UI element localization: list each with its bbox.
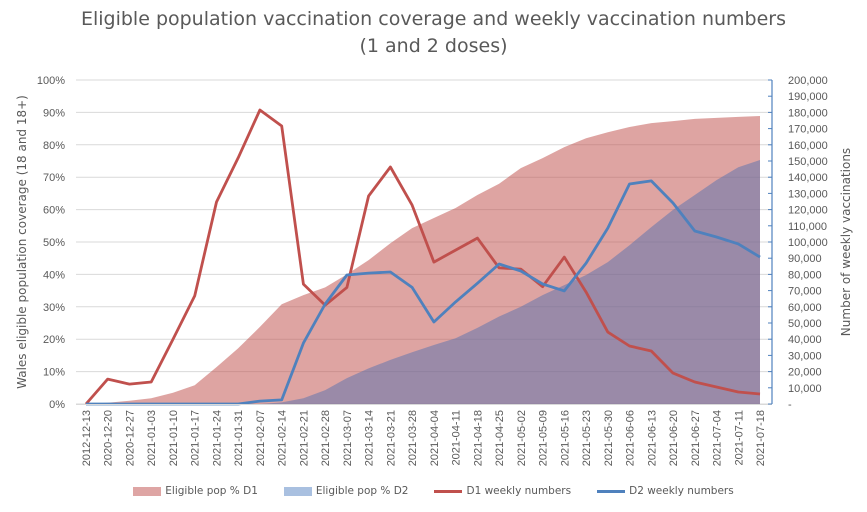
y-left-tick-label: 20% [43, 334, 65, 346]
y-left-tick-label: 100% [37, 75, 65, 87]
legend-label: Eligible pop % D1 [165, 485, 258, 497]
y-right-tick-label: 160,000 [788, 140, 828, 152]
legend-swatch-d2-area [283, 486, 312, 496]
legend-label: Eligible pop % D2 [315, 485, 409, 497]
legend-item-d1-area: Eligible pop % D1 [133, 485, 258, 497]
line-d1-weekly-numbers [84, 108, 761, 405]
y-right-tick-label: 130,000 [788, 188, 828, 200]
x-tick-label: 2021-04-18 [472, 410, 484, 466]
x-tick-label: 2021-06-20 [668, 410, 680, 466]
x-tick-label: 2021-05-16 [559, 410, 571, 466]
y-right-tick-label: 110,000 [788, 221, 827, 233]
x-tick-label: 2021-02-14 [277, 410, 289, 466]
y-left-tick-label: 90% [43, 107, 65, 119]
x-tick-label: 2021-02-21 [298, 410, 310, 466]
x-tick-label: 2021-05-30 [603, 410, 615, 466]
x-tick-label: 2021-07-18 [755, 410, 767, 466]
legend-swatch-d1-line [434, 489, 463, 493]
y-right-tick-label: 120,000 [788, 205, 828, 217]
x-tick-label: 2021-02-07 [255, 410, 267, 466]
y-right-tick-label: 30,000 [788, 350, 822, 362]
y-right-tick-label: 150,000 [788, 156, 828, 168]
y-right-tick-label: 80,000 [788, 269, 822, 281]
y-right-tick-label: 170,000 [788, 124, 828, 136]
x-tick-label: 2021-05-23 [581, 410, 593, 466]
left-axis-ticks: 0% 10% 20% 30% 40% 50% 60% 70% 80% 90% 100% [37, 75, 65, 411]
y-axis-right-title: Number of weekly vaccinations [839, 148, 853, 336]
area-eligible-pop-d1 [86, 116, 760, 404]
legend-item-d1-line: D1 weekly numbers [434, 485, 571, 497]
x-tick-label: 2021-01-24 [212, 410, 224, 466]
legend-item-d2-line: D2 weekly numbers [597, 485, 734, 497]
y-left-tick-label: 30% [43, 302, 65, 314]
x-tick-label: 2020-12-27 [125, 410, 137, 466]
y-right-tick-label: 10,000 [788, 383, 822, 395]
chart-subtitle: (1 and 2 doses) [359, 35, 508, 57]
y-right-tick-label: 200,000 [788, 75, 828, 87]
x-tick-label: 2021-07-04 [712, 410, 724, 466]
x-tick-label: 2021-06-13 [646, 410, 658, 466]
x-tick-label: 2021-02-28 [320, 410, 332, 466]
y-left-tick-label: 40% [43, 269, 65, 281]
y-right-tick-label: 50,000 [788, 318, 822, 330]
x-tick-label: 2021-04-04 [429, 410, 441, 466]
area-eligible-pop-d2 [86, 160, 760, 404]
x-tick-label: 2012-12-13 [81, 410, 93, 466]
y-left-tick-label: 50% [43, 237, 65, 249]
x-tick-label: 2021-01-10 [168, 410, 180, 466]
y-right-tick-label: 60,000 [788, 302, 822, 314]
x-tick-label: 2021-01-31 [233, 410, 245, 466]
x-tick-label: 2021-01-17 [190, 410, 202, 466]
chart-title-line: Eligible population vaccination coverage… [80, 8, 787, 30]
x-tick-label: 2021-04-11 [451, 410, 463, 465]
x-tick-label: 2021-06-06 [625, 410, 637, 466]
legend-swatch-d1-area [133, 486, 162, 496]
x-tick-label: 2021-06-27 [690, 410, 702, 466]
chart-title: Eligible population vaccination coverage… [0, 6, 867, 60]
x-tick-label: 2021-07-11 [733, 410, 745, 465]
legend-item-d2-area: Eligible pop % D2 [283, 485, 409, 497]
y-right-tick-label: 100,000 [788, 237, 828, 249]
y-right-tick-label: 140,000 [788, 172, 828, 184]
x-tick-label: 2021-03-21 [385, 410, 397, 466]
x-tick-label: 2021-01-03 [146, 410, 158, 466]
y-left-tick-label: 70% [43, 172, 65, 184]
x-tick-label: 2021-05-02 [516, 410, 528, 466]
x-axis-ticks: 2012-12-13 2020-12-20 2020-12-27 2021-01-03… [81, 410, 767, 466]
legend-swatch-d2-line [597, 489, 626, 493]
y-left-tick-label: 0% [49, 399, 65, 411]
y-right-tick-label: 90,000 [788, 253, 822, 265]
x-tick-label: 2021-03-14 [364, 410, 376, 466]
area-series [86, 116, 760, 404]
x-tick-label: 2021-05-09 [538, 410, 550, 466]
y-right-tick-label: - [788, 399, 792, 411]
y-right-tick-label: 190,000 [788, 91, 828, 103]
y-axis-left-title: Wales eligible population coverage (18 a… [15, 95, 29, 389]
x-tick-label: 2021-03-28 [407, 410, 419, 466]
y-left-tick-label: 10% [43, 367, 65, 379]
x-tick-label: 2020-12-20 [103, 410, 115, 466]
x-tick-label: 2021-04-25 [494, 410, 506, 466]
y-right-tick-label: 180,000 [788, 107, 828, 119]
y-left-tick-label: 60% [43, 205, 65, 217]
right-axis-ticks: - 10,000 20,000 30,000 40,000 50,000 60,000 70,… [768, 75, 828, 411]
y-left-tick-label: 80% [43, 140, 65, 152]
legend: Eligible pop % D1 Eligible pop % D2 D1 w… [0, 485, 867, 497]
y-right-tick-label: 70,000 [788, 286, 822, 298]
x-tick-label: 2021-03-07 [342, 410, 354, 466]
legend-label: D1 weekly numbers [466, 485, 572, 497]
y-right-tick-label: 20,000 [788, 367, 822, 379]
legend-label: D2 weekly numbers [629, 485, 734, 497]
y-right-tick-label: 40,000 [788, 334, 822, 346]
